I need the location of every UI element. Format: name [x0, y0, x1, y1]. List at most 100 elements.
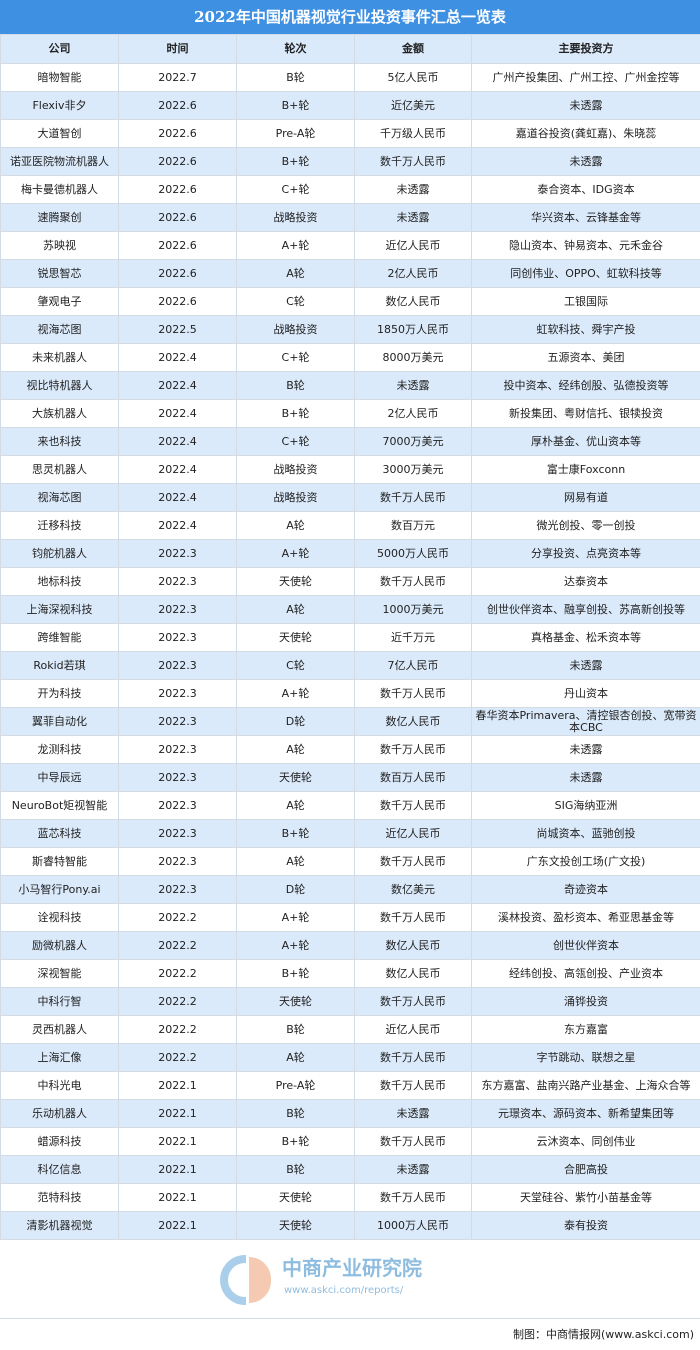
table-header-row: 公司 时间 轮次 金额 主要投资方	[1, 35, 700, 64]
cell-company: 开为科技	[1, 680, 119, 708]
cell-amount: 数千万人民币	[355, 904, 472, 932]
cell-round: B+轮	[237, 148, 355, 176]
cell-date: 2022.1	[119, 1156, 237, 1184]
cell-date: 2022.1	[119, 1212, 237, 1240]
cell-amount: 数千万人民币	[355, 1072, 472, 1100]
cell-date: 2022.6	[119, 92, 237, 120]
cell-amount: 1000万美元	[355, 596, 472, 624]
cell-company: 清影机器视觉	[1, 1212, 119, 1240]
cell-investors: 元璟资本、源码资本、新希望集团等	[472, 1100, 700, 1128]
cell-round: C+轮	[237, 176, 355, 204]
cell-investors: 泰有投资	[472, 1212, 700, 1240]
cell-investors: 云沐资本、同创伟业	[472, 1128, 700, 1156]
cell-round: 天使轮	[237, 624, 355, 652]
cell-investors: 达泰资本	[472, 568, 700, 596]
column-header-amount: 金额	[355, 35, 472, 64]
cell-date: 2022.3	[119, 568, 237, 596]
cell-company: 中科行智	[1, 988, 119, 1016]
cell-amount: 数亿人民币	[355, 708, 472, 736]
cell-investors: 广东文投创工场(广文投)	[472, 848, 700, 876]
cell-investors: 春华资本Primavera、清控银杏创投、宽带资本CBC	[472, 708, 700, 736]
cell-investors: 东方嘉富、盐南兴路产业基金、上海众合等	[472, 1072, 700, 1100]
cell-date: 2022.3	[119, 596, 237, 624]
cell-date: 2022.3	[119, 876, 237, 904]
cell-investors: 同创伟业、OPPO、虹软科技等	[472, 260, 700, 288]
cell-investors: 分享投资、点亮资本等	[472, 540, 700, 568]
cell-date: 2022.5	[119, 316, 237, 344]
cell-amount: 5亿人民币	[355, 64, 472, 92]
cell-investors: 未透露	[472, 736, 700, 764]
cell-round: C轮	[237, 652, 355, 680]
cell-company: 速腾聚创	[1, 204, 119, 232]
cell-amount: 未透露	[355, 204, 472, 232]
cell-investors: 微光创投、零一创投	[472, 512, 700, 540]
cell-investors: 厚朴基金、优山资本等	[472, 428, 700, 456]
cell-round: C+轮	[237, 428, 355, 456]
cell-company: 大道智创	[1, 120, 119, 148]
cell-round: C+轮	[237, 344, 355, 372]
cell-amount: 数亿人民币	[355, 288, 472, 316]
cell-amount: 数亿人民币	[355, 960, 472, 988]
cell-round: B+轮	[237, 92, 355, 120]
cell-company: Flexiv非夕	[1, 92, 119, 120]
cell-company: 中导辰远	[1, 764, 119, 792]
cell-amount: 数千万人民币	[355, 1128, 472, 1156]
cell-company: 上海汇像	[1, 1044, 119, 1072]
cell-date: 2022.1	[119, 1128, 237, 1156]
cell-amount: 数千万人民币	[355, 148, 472, 176]
watermark-logo-icon	[220, 1255, 246, 1305]
cell-company: 小马智行Pony.ai	[1, 876, 119, 904]
cell-investors: 天堂硅谷、紫竹小苗基金等	[472, 1184, 700, 1212]
cell-investors: 尚城资本、蓝驰创投	[472, 820, 700, 848]
cell-date: 2022.3	[119, 736, 237, 764]
cell-round: B+轮	[237, 960, 355, 988]
cell-round: 天使轮	[237, 1184, 355, 1212]
cell-amount: 数千万人民币	[355, 792, 472, 820]
cell-date: 2022.2	[119, 932, 237, 960]
cell-investors: 创世伙伴资本、融享创投、苏高新创投等	[472, 596, 700, 624]
cell-company: 锐思智芯	[1, 260, 119, 288]
cell-date: 2022.3	[119, 764, 237, 792]
cell-round: A轮	[237, 736, 355, 764]
cell-round: B轮	[237, 372, 355, 400]
cell-date: 2022.4	[119, 400, 237, 428]
cell-company: 诠视科技	[1, 904, 119, 932]
cell-investors: 未透露	[472, 92, 700, 120]
cell-amount: 数亿美元	[355, 876, 472, 904]
cell-round: A+轮	[237, 232, 355, 260]
cell-company: 龙测科技	[1, 736, 119, 764]
cell-amount: 数千万人民币	[355, 680, 472, 708]
cell-company: 梅卡曼德机器人	[1, 176, 119, 204]
cell-company: 跨维智能	[1, 624, 119, 652]
cell-date: 2022.3	[119, 680, 237, 708]
cell-date: 2022.6	[119, 288, 237, 316]
watermark: 中商产业研究院 www.askci.com/reports/	[220, 1252, 480, 1308]
cell-amount: 未透露	[355, 1100, 472, 1128]
cell-round: A轮	[237, 260, 355, 288]
cell-date: 2022.3	[119, 708, 237, 736]
cell-investors: 投中资本、经纬创股、弘德投资等	[472, 372, 700, 400]
cell-company: 未来机器人	[1, 344, 119, 372]
cell-amount: 数千万人民币	[355, 736, 472, 764]
watermark-url: www.askci.com/reports/	[284, 1284, 403, 1298]
cell-amount: 2亿人民币	[355, 400, 472, 428]
cell-date: 2022.3	[119, 540, 237, 568]
cell-round: A轮	[237, 1044, 355, 1072]
cell-round: A轮	[237, 792, 355, 820]
cell-company: 思灵机器人	[1, 456, 119, 484]
